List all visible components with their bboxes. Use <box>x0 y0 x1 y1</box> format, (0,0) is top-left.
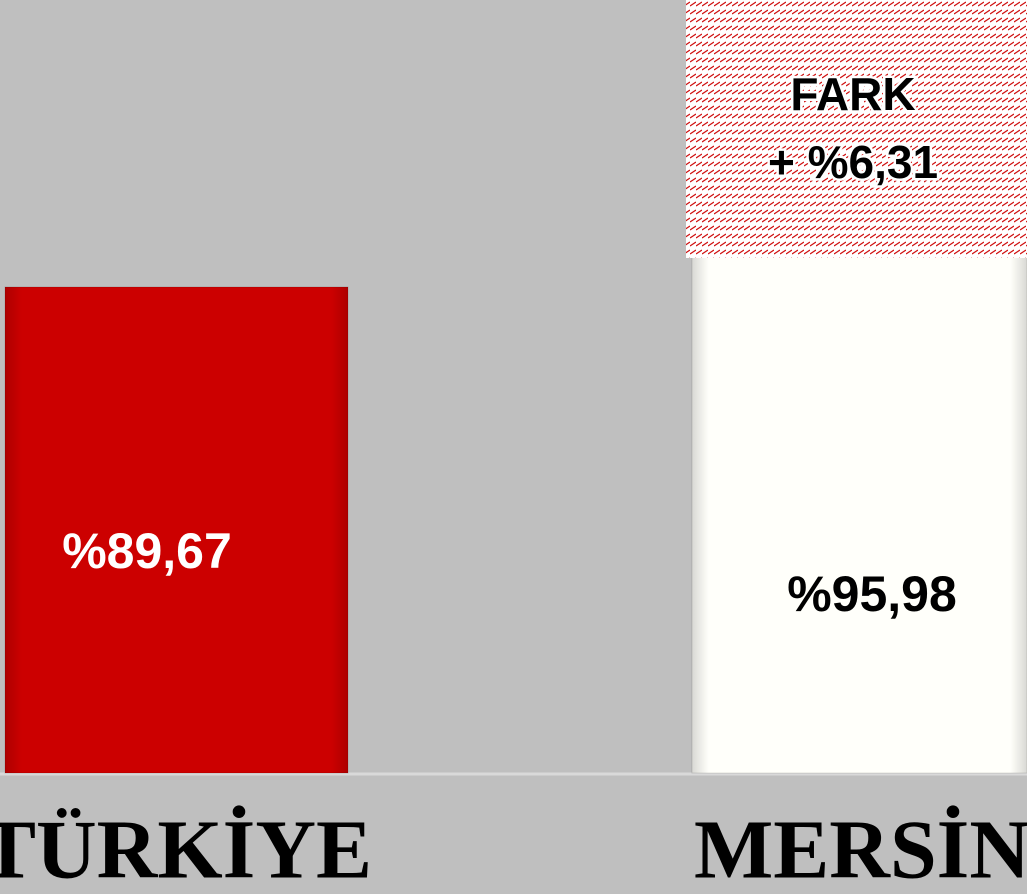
x-tick-label: TÜRKİYE <box>0 803 372 894</box>
bar-shade <box>692 252 1027 774</box>
bar-shade <box>5 286 348 773</box>
value-label: %89,67 <box>62 523 232 579</box>
value-label: %95,98 <box>787 566 957 622</box>
annotation-box <box>686 0 1027 258</box>
annotation-text: FARK <box>790 68 915 120</box>
annotation-text: + %6,31 <box>768 136 938 188</box>
x-tick-label: MERSİN <box>694 803 1027 894</box>
